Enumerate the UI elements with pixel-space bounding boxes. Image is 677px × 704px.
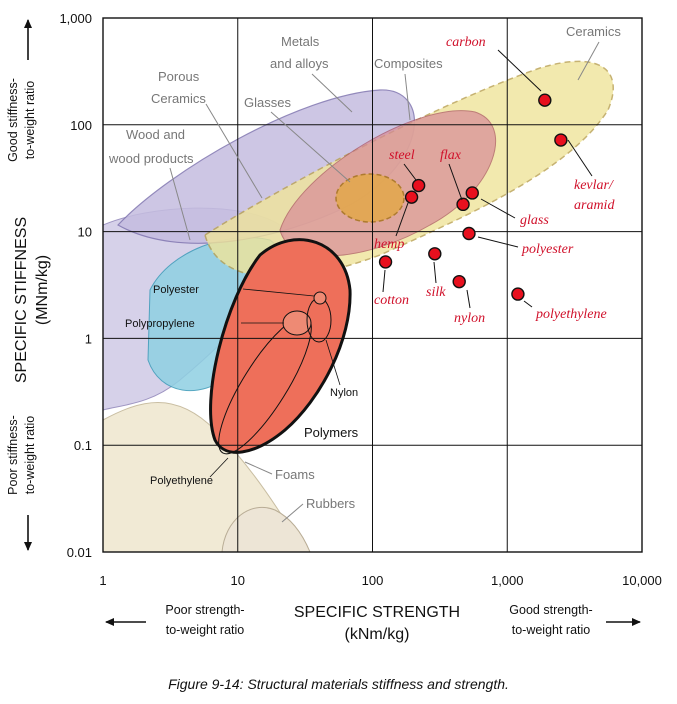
polypropylene-label: Polypropylene <box>125 318 195 330</box>
silk-pointer <box>433 261 437 284</box>
y-bottom-note-line2: to-weight ratio <box>23 416 37 495</box>
rubbers-pointer <box>281 503 304 523</box>
cotton-label: cotton <box>374 293 409 308</box>
polyester-label: Polyester <box>153 284 199 296</box>
glasses-label: Glasses <box>244 95 291 110</box>
nylon-pointer <box>325 339 341 386</box>
x-left-note-line2: to-weight ratio <box>166 623 245 637</box>
y-tick-label: 100 <box>70 118 92 133</box>
glasses-region <box>335 173 405 223</box>
flax-label: flax <box>440 148 462 163</box>
y-top-note-line1: Good stiffness- <box>6 78 20 162</box>
polyester-fibre-pointer <box>477 236 519 248</box>
foams-label: Foams <box>275 467 315 482</box>
glass-pointer <box>480 198 516 219</box>
ceramics-label: Ceramics <box>566 24 621 39</box>
point-nylon <box>452 274 466 289</box>
carbon-pointer <box>497 49 542 92</box>
y-tick-label: 0.01 <box>67 545 92 560</box>
grid <box>103 18 642 552</box>
x-axis-title-line1: SPECIFIC STRENGTH <box>294 604 460 621</box>
polyester-pointer <box>242 288 315 297</box>
point-polyethylene <box>511 287 525 301</box>
x-right-note-line1: Good strength- <box>509 603 592 617</box>
point-steel <box>411 178 426 193</box>
porous-pointer <box>205 103 263 199</box>
y-tick-label: 1 <box>85 331 92 346</box>
x-tick-label: 10,000 <box>622 573 662 588</box>
x-left-note-line1: Poor strength- <box>165 603 244 617</box>
fibre-pointers <box>382 49 593 309</box>
point-flax <box>465 186 479 200</box>
composites-pointer <box>404 73 411 121</box>
y-tick-label: 10 <box>78 225 92 240</box>
porous-ceramics-label-line2: Ceramics <box>151 91 206 106</box>
nylon-label: Nylon <box>330 387 358 399</box>
polymers-region <box>209 238 352 454</box>
x-right-note-line2: to-weight ratio <box>512 623 591 637</box>
polyester-fibre-label: polyester <box>521 242 574 257</box>
polymers-label: Polymers <box>304 425 359 440</box>
polyethylene-fibre-pointer <box>523 300 533 308</box>
y-tick-label: 1,000 <box>59 11 92 26</box>
point-polyester <box>462 226 476 241</box>
point-carbon <box>538 93 552 107</box>
point-glass <box>456 197 470 212</box>
x-tick-label: 10 <box>231 573 245 588</box>
x-tick-label: 100 <box>362 573 384 588</box>
foams-pointer <box>244 461 273 475</box>
metals-pointer <box>311 73 353 113</box>
material-regions <box>103 60 614 552</box>
glasses-pointer <box>270 111 351 183</box>
steel-label: steel <box>389 148 415 163</box>
cotton-pointer <box>382 269 386 293</box>
y-top-note-line2: to-weight ratio <box>23 81 37 160</box>
porous-ceramics-label-line1: Porous <box>158 69 200 84</box>
y-tick-label: 0.1 <box>74 438 92 453</box>
polyester-envelope <box>313 291 327 305</box>
kevlar-label-line1: kevlar/ <box>574 178 614 193</box>
flax-pointer <box>448 163 463 201</box>
point-hemp <box>404 190 419 204</box>
region-pointers <box>169 41 600 523</box>
metals-label-line1: Metals <box>281 34 320 49</box>
point-silk <box>428 247 442 261</box>
hemp-pointer <box>395 202 409 237</box>
glass-label: glass <box>520 213 549 228</box>
wood-pointer <box>169 167 191 241</box>
polyethylene-fibre-label: polyethylene <box>535 307 607 322</box>
nylon-fibre-pointer <box>466 289 471 309</box>
x-tick-label: 1,000 <box>491 573 524 588</box>
y-axis-title-line1: SPECIFIC STIFFNESS <box>13 217 30 383</box>
rubbers-label: Rubbers <box>306 496 356 511</box>
kevlar-pointer <box>567 139 593 177</box>
ceramics-pointer <box>577 41 600 81</box>
y-bottom-note-line1: Poor stiffness- <box>6 415 20 495</box>
hemp-label: hemp <box>374 237 404 252</box>
silk-label: silk <box>426 285 446 300</box>
point-kevlar-aramid <box>554 133 568 147</box>
polymer-pointers <box>209 288 341 478</box>
plot-border <box>102 17 643 553</box>
tick-labels: 1 10 100 1,000 10,000 0.01 0.1 1 10 100 1,000 <box>59 11 661 588</box>
polyethylene-pointer <box>209 457 229 478</box>
x-tick-label: 1 <box>99 573 106 588</box>
kevlar-label-line2: aramid <box>574 198 615 213</box>
wood-label-line2: wood products <box>108 151 194 166</box>
y-axis-title-line2: (MNm/kg) <box>34 255 51 325</box>
polyethylene-label: Polyethylene <box>150 475 213 487</box>
metals-label-line2: and alloys <box>270 56 329 71</box>
composites-label: Composites <box>374 56 443 71</box>
nylon-fibre-label: nylon <box>454 311 485 326</box>
wood-label-line1: Wood and <box>126 127 185 142</box>
rubbers-region <box>221 506 311 552</box>
steel-pointer <box>403 163 417 181</box>
carbon-label: carbon <box>446 35 486 50</box>
x-axis-title-line2: (kNm/kg) <box>345 626 410 643</box>
point-cotton <box>378 255 393 269</box>
fibre-points <box>378 93 568 301</box>
figure-caption: Figure 9-14: Structural materials stiffn… <box>168 676 509 692</box>
